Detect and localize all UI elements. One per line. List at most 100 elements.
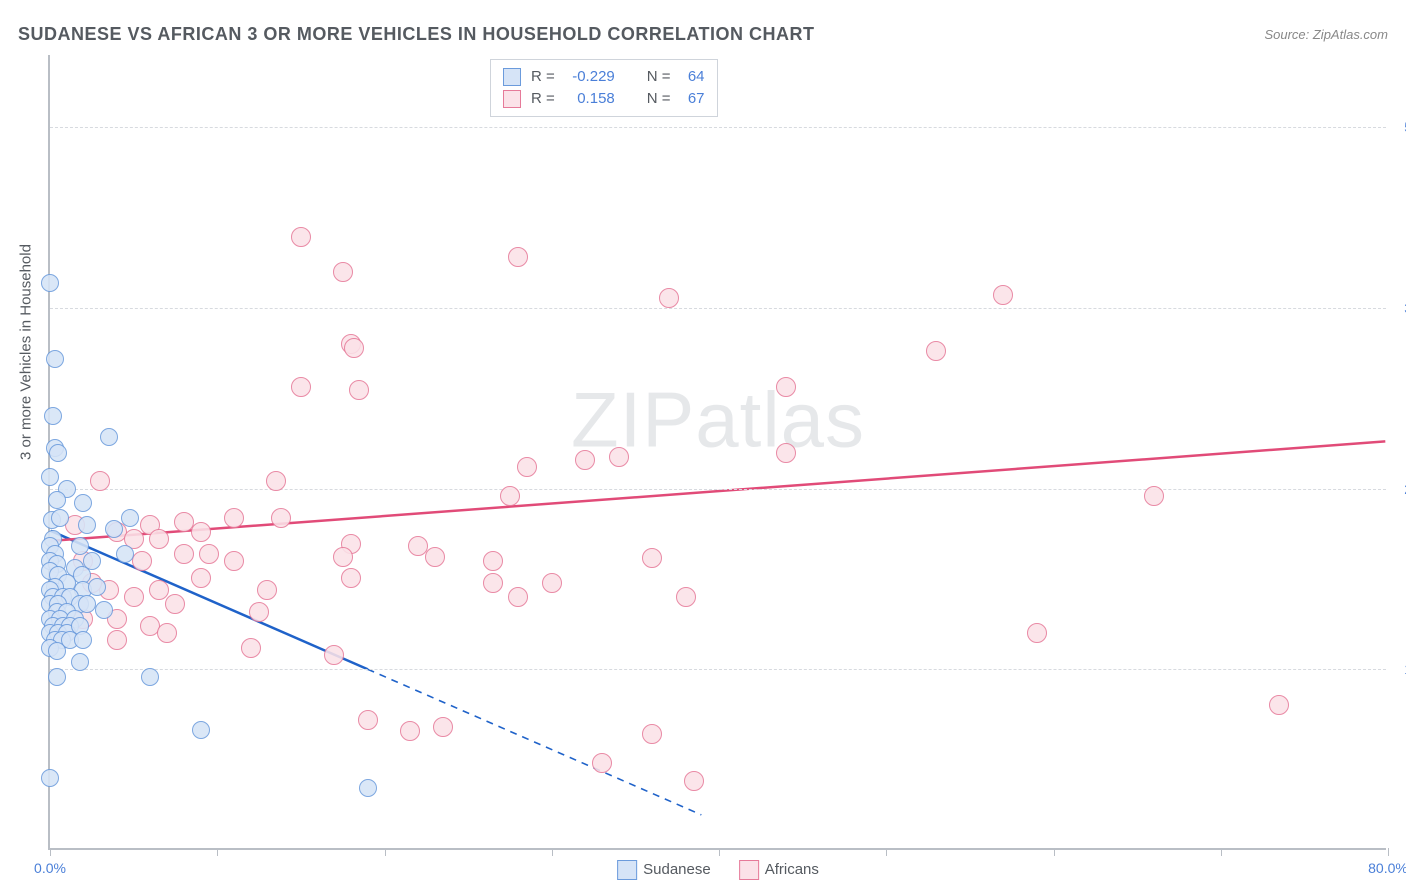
data-point-sudanese: [105, 520, 123, 538]
data-point-sudanese: [116, 545, 134, 563]
legend-swatch-africans: [739, 860, 759, 880]
stat-row-sudanese: R = -0.229 N = 64: [503, 66, 705, 88]
legend-label-sudanese: Sudanese: [643, 861, 711, 878]
data-point-africans: [483, 551, 503, 571]
gridline-h: [50, 489, 1386, 490]
data-point-africans: [333, 262, 353, 282]
data-point-africans: [199, 544, 219, 564]
y-tick-label: 12.5%: [1390, 661, 1406, 677]
data-point-africans: [90, 471, 110, 491]
data-point-africans: [291, 227, 311, 247]
data-point-sudanese: [48, 642, 66, 660]
data-point-africans: [149, 580, 169, 600]
data-point-africans: [349, 380, 369, 400]
data-point-africans: [344, 338, 364, 358]
source-attribution: Source: ZipAtlas.com: [1264, 27, 1388, 42]
swatch-sudanese: [503, 68, 521, 86]
x-tick: [886, 848, 887, 856]
stat-r-value-africans: 0.158: [565, 88, 615, 110]
correlation-stats-box: R = -0.229 N = 64 R = 0.158 N = 67: [490, 59, 718, 117]
legend-label-africans: Africans: [765, 861, 819, 878]
data-point-africans: [124, 587, 144, 607]
swatch-africans: [503, 90, 521, 108]
data-point-africans: [517, 457, 537, 477]
data-point-sudanese: [41, 468, 59, 486]
y-tick-label: 25.0%: [1390, 481, 1406, 497]
data-point-africans: [1144, 486, 1164, 506]
data-point-africans: [174, 544, 194, 564]
data-point-africans: [425, 547, 445, 567]
data-point-africans: [483, 573, 503, 593]
data-point-africans: [500, 486, 520, 506]
data-point-africans: [542, 573, 562, 593]
data-point-africans: [132, 551, 152, 571]
data-point-africans: [224, 551, 244, 571]
stat-n-value-africans: 67: [681, 88, 705, 110]
data-point-africans: [642, 548, 662, 568]
data-point-sudanese: [141, 668, 159, 686]
data-point-sudanese: [41, 274, 59, 292]
data-point-sudanese: [359, 779, 377, 797]
data-point-africans: [776, 443, 796, 463]
data-point-africans: [776, 377, 796, 397]
data-point-africans: [508, 247, 528, 267]
data-point-africans: [400, 721, 420, 741]
data-point-sudanese: [95, 601, 113, 619]
data-point-sudanese: [88, 578, 106, 596]
x-tick: [1388, 848, 1389, 856]
x-tick: [552, 848, 553, 856]
series-legend: Sudanese Africans: [617, 860, 819, 880]
data-point-africans: [358, 710, 378, 730]
data-point-africans: [609, 447, 629, 467]
data-point-sudanese: [71, 653, 89, 671]
data-point-sudanese: [78, 516, 96, 534]
data-point-africans: [224, 508, 244, 528]
data-point-sudanese: [74, 494, 92, 512]
data-point-africans: [433, 717, 453, 737]
x-tick: [1054, 848, 1055, 856]
stat-n-value-sudanese: 64: [681, 66, 705, 88]
data-point-africans: [676, 587, 696, 607]
data-point-africans: [266, 471, 286, 491]
data-point-sudanese: [48, 491, 66, 509]
data-point-africans: [249, 602, 269, 622]
data-point-africans: [271, 508, 291, 528]
x-tick: [217, 848, 218, 856]
y-tick-label: 37.5%: [1390, 300, 1406, 316]
stat-r-label: R =: [531, 66, 555, 88]
chart-header: SUDANESE VS AFRICAN 3 OR MORE VEHICLES I…: [18, 24, 1388, 45]
data-point-sudanese: [100, 428, 118, 446]
legend-item-sudanese: Sudanese: [617, 860, 711, 880]
stat-n-label: N =: [647, 66, 671, 88]
data-point-sudanese: [51, 509, 69, 527]
y-axis-label: 3 or more Vehicles in Household: [18, 244, 35, 460]
data-point-sudanese: [78, 595, 96, 613]
data-point-africans: [993, 285, 1013, 305]
data-point-africans: [191, 522, 211, 542]
data-point-africans: [1269, 695, 1289, 715]
trend-lines-svg: [50, 55, 1386, 848]
data-point-africans: [659, 288, 679, 308]
source-name: ZipAtlas.com: [1313, 27, 1388, 42]
data-point-africans: [291, 377, 311, 397]
data-point-sudanese: [48, 668, 66, 686]
data-point-africans: [165, 594, 185, 614]
data-point-africans: [1027, 623, 1047, 643]
stat-r-label: R =: [531, 88, 555, 110]
data-point-sudanese: [49, 444, 67, 462]
legend-swatch-sudanese: [617, 860, 637, 880]
x-tick: [1221, 848, 1222, 856]
data-point-sudanese: [41, 769, 59, 787]
data-point-africans: [241, 638, 261, 658]
plot-area: ZIPatlas R = -0.229 N = 64 R = 0.158 N =…: [48, 55, 1386, 850]
x-tick: [719, 848, 720, 856]
stat-row-africans: R = 0.158 N = 67: [503, 88, 705, 110]
stat-r-value-sudanese: -0.229: [565, 66, 615, 88]
data-point-sudanese: [121, 509, 139, 527]
data-point-africans: [575, 450, 595, 470]
gridline-h: [50, 669, 1386, 670]
chart-title: SUDANESE VS AFRICAN 3 OR MORE VEHICLES I…: [18, 24, 815, 45]
data-point-africans: [341, 568, 361, 588]
gridline-h: [50, 308, 1386, 309]
data-point-sudanese: [46, 350, 64, 368]
